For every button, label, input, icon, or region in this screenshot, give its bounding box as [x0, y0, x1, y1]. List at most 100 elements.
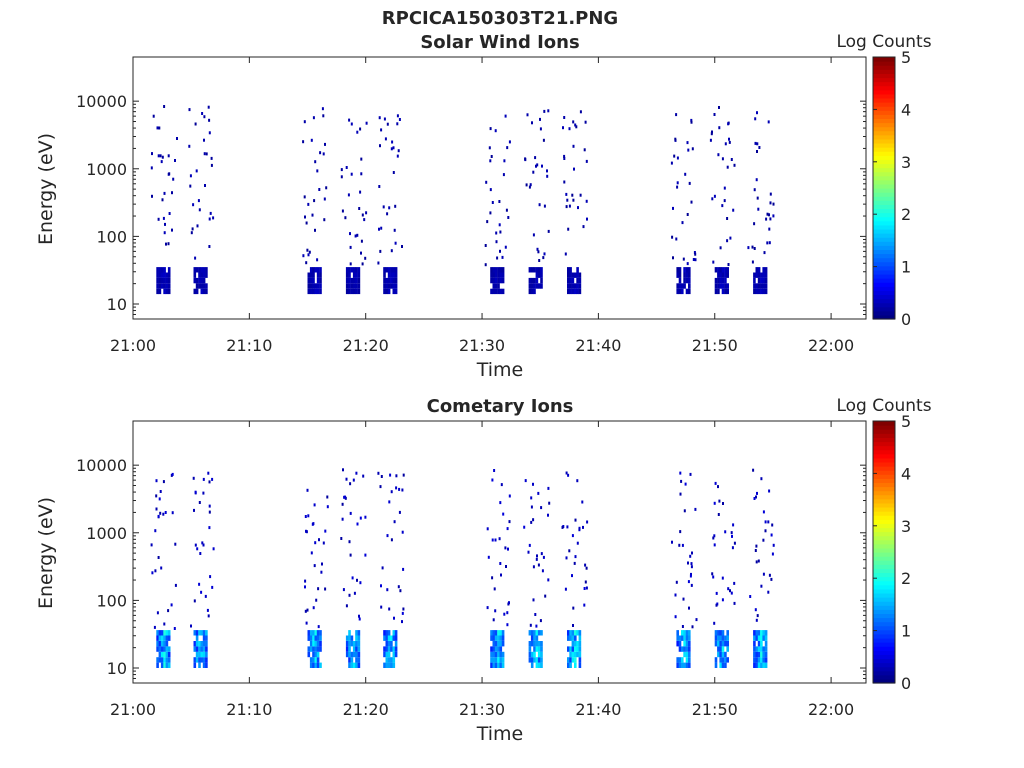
heatmap-cell: [354, 234, 357, 238]
heatmap-cell: [528, 630, 532, 636]
heatmap-cell: [683, 283, 686, 289]
colorbar-segment: [873, 138, 895, 144]
heatmap-cell: [584, 580, 587, 584]
heatmap-cell: [309, 635, 313, 641]
heatmap-cell: [307, 277, 311, 284]
heatmap-cell: [755, 544, 758, 548]
heatmap-cell: [155, 494, 158, 498]
heatmap-cell: [681, 283, 684, 289]
y-tick-label: 10: [107, 295, 127, 314]
heatmap-cell: [576, 277, 579, 284]
heatmap-cell: [764, 635, 768, 641]
heatmap-cell: [193, 641, 197, 647]
colorbar-tick-label: 4: [901, 100, 911, 119]
heatmap-cell: [158, 646, 162, 652]
heatmap-cell: [319, 662, 322, 668]
heatmap-cell: [163, 630, 166, 636]
heatmap-cell: [158, 641, 162, 647]
heatmap-cell: [757, 272, 761, 278]
heatmap-cell: [162, 480, 165, 484]
heatmap-cell: [308, 250, 311, 254]
heatmap-cell: [753, 657, 756, 663]
heatmap-cell: [715, 603, 718, 607]
heatmap-cell: [763, 251, 766, 255]
heatmap-cell: [686, 262, 689, 266]
heatmap-cell: [312, 630, 315, 636]
heatmap-cell: [394, 641, 398, 647]
heatmap-cell: [167, 630, 171, 636]
heatmap-cell: [563, 157, 566, 160]
heatmap-cell: [494, 267, 498, 273]
heatmap-cell: [508, 601, 510, 605]
heatmap-cell: [307, 646, 311, 652]
heatmap-cell: [494, 277, 498, 284]
heatmap-cell: [755, 288, 759, 295]
heatmap-cell: [491, 478, 494, 482]
heatmap-cell: [711, 572, 714, 576]
heatmap-cell: [347, 193, 350, 197]
heatmap-cell: [193, 267, 197, 273]
heatmap-cell: [546, 169, 548, 173]
heatmap-cell: [345, 641, 349, 647]
heatmap-cell: [358, 207, 361, 210]
heatmap-cell: [314, 657, 318, 663]
heatmap-cell: [576, 479, 579, 483]
heatmap-cell: [571, 283, 575, 289]
heatmap-cell: [537, 641, 541, 647]
heatmap-cell: [585, 586, 588, 590]
heatmap-cell: [352, 641, 356, 647]
heatmap-cell: [506, 611, 509, 615]
heatmap-cell: [394, 283, 398, 289]
heatmap-cell: [200, 651, 204, 658]
colorbar-segment: [873, 188, 895, 193]
heatmap-cell: [571, 272, 575, 278]
heatmap-cell: [316, 657, 320, 663]
heatmap-cell: [574, 635, 577, 641]
heatmap-cell: [681, 646, 684, 652]
colorbar-segment: [873, 159, 895, 165]
heatmap-cell: [547, 486, 550, 490]
heatmap-cell: [314, 228, 316, 232]
heatmap-cell: [721, 598, 724, 602]
heatmap-cell: [392, 630, 396, 636]
heatmap-cell: [355, 277, 358, 284]
heatmap-cell: [154, 529, 157, 533]
colorbar-segment: [873, 106, 895, 111]
heatmap-cell: [685, 657, 689, 663]
colorbar-segment: [873, 666, 895, 672]
heatmap-cell: [569, 662, 572, 668]
heatmap-cells: [150, 468, 775, 668]
figure-title: RPCICA150303T21.PNG: [382, 8, 618, 29]
heatmap-cell: [156, 267, 159, 273]
heatmap-cell: [401, 245, 403, 248]
heatmap-cell: [392, 635, 396, 641]
heatmap-cell: [348, 288, 351, 295]
heatmap-cell: [200, 646, 204, 652]
heatmap-cell: [315, 598, 318, 602]
heatmap-cell: [727, 587, 730, 591]
heatmap-cell: [584, 120, 587, 124]
heatmap-cell: [710, 132, 713, 136]
heatmap-cell: [528, 657, 532, 663]
heatmap-cell: [195, 277, 199, 284]
heatmap-cell: [304, 609, 307, 613]
heatmap-cell: [757, 207, 760, 211]
heatmap-cell: [722, 502, 724, 505]
heatmap-cell: [537, 272, 541, 278]
heatmap-cell: [721, 267, 725, 273]
heatmap-cell: [319, 151, 322, 155]
colorbar-segment: [873, 69, 895, 74]
heatmap-cell: [162, 512, 165, 516]
heatmap-cell: [398, 118, 401, 121]
heatmap-cell: [769, 192, 772, 196]
heatmap-cell: [307, 283, 311, 289]
heatmap-cell: [392, 171, 395, 174]
heatmap-cell: [311, 213, 314, 217]
heatmap-cell: [733, 163, 736, 167]
heatmap-cell: [688, 272, 691, 278]
heatmap-cell: [348, 662, 351, 668]
heatmap-cell: [729, 589, 731, 593]
heatmap-cell: [163, 191, 166, 195]
heatmap-cell: [571, 635, 575, 641]
heatmap-cell: [532, 482, 534, 486]
